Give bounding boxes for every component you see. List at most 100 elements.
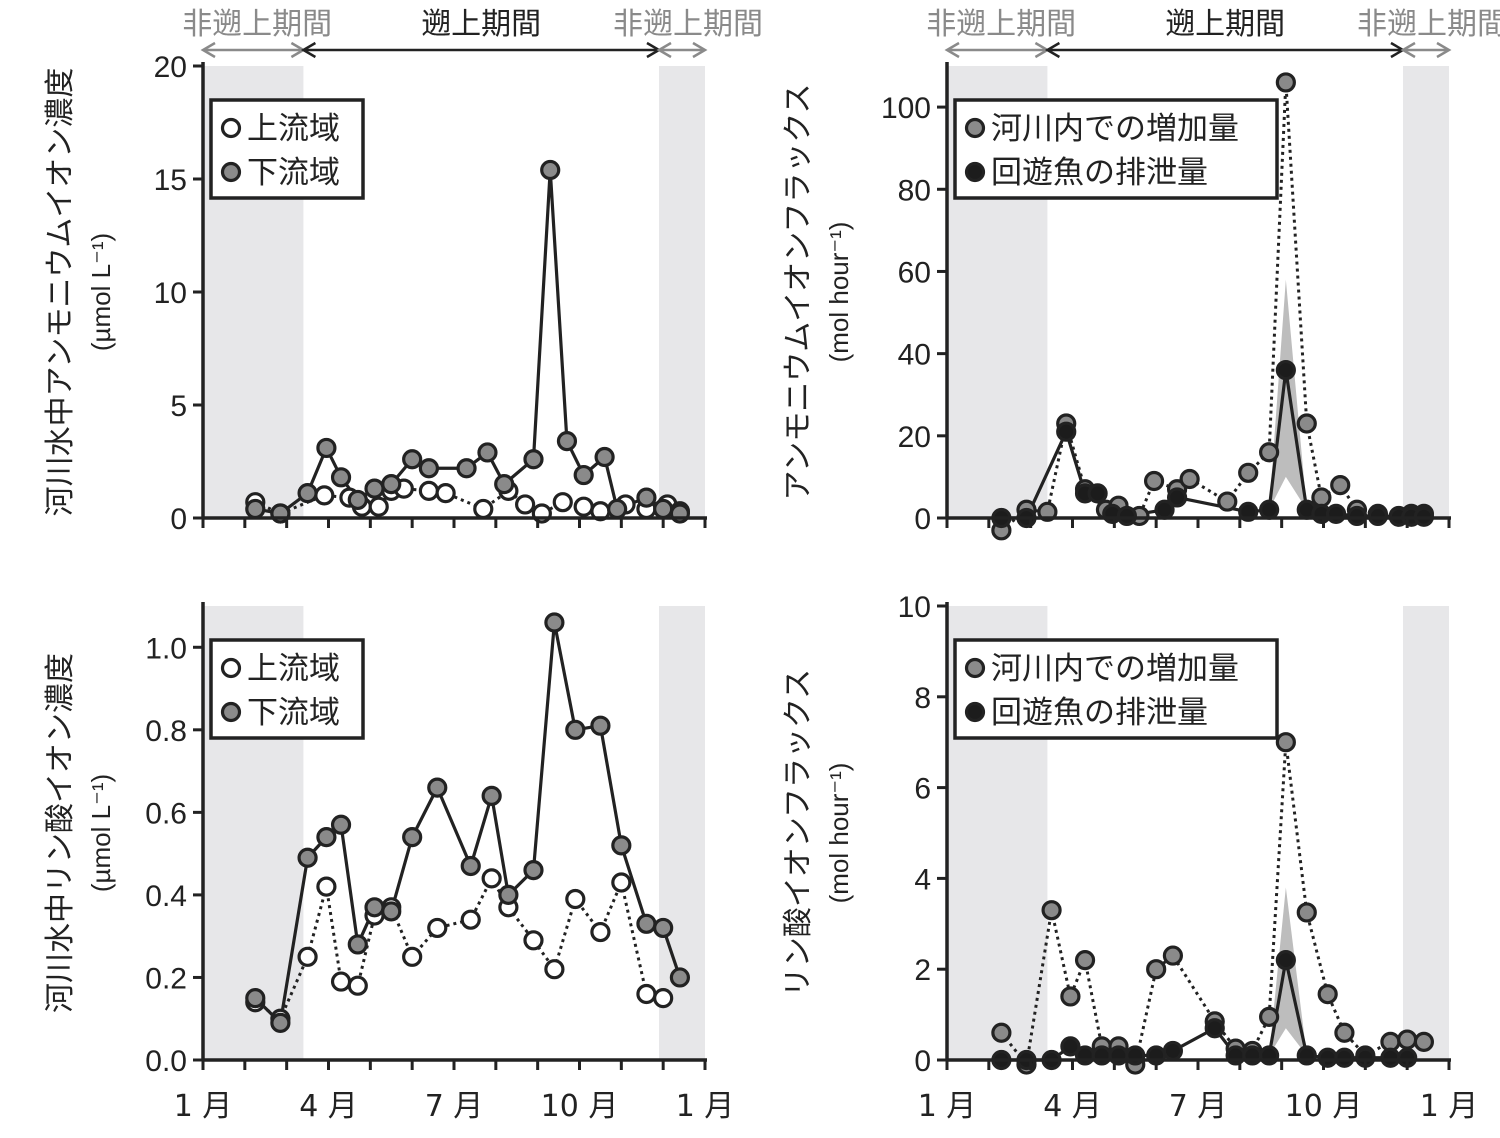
y-tick-label: 20: [154, 51, 187, 84]
data-point: [1296, 902, 1317, 923]
data-point: [1146, 959, 1167, 980]
y-axis-unit: (mol hour⁻¹): [824, 763, 854, 904]
legend-label: 下流域: [247, 695, 340, 731]
data-point: [636, 487, 657, 508]
data-point: [590, 715, 611, 736]
panel-ammonium-flux: 非遡上期間 遡上期間 非遡上期間 0 20 40 60 80 100 アンモニウムイオンフラックス…: [781, 7, 1500, 541]
data-point: [473, 498, 494, 520]
data-point: [481, 868, 502, 889]
data-point: [481, 785, 502, 806]
data-point: [636, 983, 657, 1005]
x-tick-label: 4 月: [299, 1089, 358, 1124]
y-axis-title: アンモニウムイオンフラックス: [781, 84, 816, 501]
data-point: [1334, 1047, 1355, 1068]
data-point: [1334, 1022, 1355, 1043]
data-point: [347, 489, 368, 511]
data-point: [402, 449, 423, 470]
legend-box: [209, 638, 365, 740]
y-axis-title: 河川水中アンモニウムイオン濃度: [43, 68, 78, 517]
legend-box: [953, 638, 1279, 740]
legend-label: 回遊魚の排泄量: [991, 695, 1208, 731]
run-period-label: 遡上期間: [421, 7, 541, 42]
y-tick-label: 0: [914, 503, 931, 536]
data-point: [1330, 475, 1351, 496]
data-point: [1275, 72, 1296, 93]
data-point: [494, 474, 515, 495]
data-point: [1413, 1031, 1435, 1052]
series-line-0: [254, 876, 664, 1021]
non-run-end-arrow-head-left: [656, 41, 672, 59]
data-point: [1259, 1006, 1280, 1027]
data-point: [316, 437, 337, 459]
data-point: [347, 934, 368, 955]
x-tick-label: 10 月: [541, 1089, 619, 1124]
y-tick-label: 10: [898, 591, 931, 624]
data-point: [1397, 1029, 1418, 1050]
data-point: [1204, 1018, 1225, 1039]
data-point: [1296, 413, 1317, 434]
run-period-label: 遡上期間: [1165, 7, 1285, 42]
data-point: [330, 814, 352, 835]
data-point: [1325, 503, 1347, 524]
data-point: [1179, 468, 1200, 490]
data-point: [540, 159, 561, 181]
x-tick-label: 1 月: [918, 1089, 977, 1124]
data-point: [316, 827, 337, 848]
data-point: [523, 449, 544, 470]
x-tick-label: 7 月: [425, 1089, 484, 1124]
data-point: [347, 975, 368, 996]
data-point: [1217, 491, 1238, 512]
data-point: [381, 474, 402, 495]
legend-label: 上流域: [247, 111, 340, 147]
data-point: [1041, 900, 1062, 921]
y-tick-label: 4: [914, 863, 931, 896]
data-point: [653, 987, 674, 1009]
data-point: [565, 719, 586, 740]
non-run-period-label: 非遡上期間: [613, 7, 763, 42]
legend-label: 上流域: [247, 651, 340, 687]
panel-ammonium-concentration: 非遡上期間 遡上期間 非遡上期間 0 5 10 15 20 河川水中アンモニウムイオン濃度 (µm…: [43, 7, 763, 536]
data-point: [991, 1022, 1012, 1043]
data-point: [270, 1012, 291, 1033]
y-tick-label: 0.2: [145, 962, 187, 995]
data-point: [460, 855, 481, 877]
data-point: [368, 496, 389, 517]
data-point: [1311, 487, 1332, 508]
data-point: [515, 494, 536, 515]
data-point: [1259, 499, 1280, 520]
data-point: [330, 467, 352, 488]
y-tick-label: 20: [898, 421, 931, 454]
data-point: [1317, 1047, 1338, 1068]
y-axis-unit: (µmol L⁻¹): [86, 774, 116, 892]
y-tick-label: 60: [898, 256, 931, 289]
x-tick-label: 1 月: [676, 1089, 735, 1124]
non-run-period-label: 非遡上期間: [182, 7, 332, 42]
non-run-end-arrow-head-right: [692, 41, 708, 59]
y-tick-label: 5: [170, 390, 187, 423]
y-tick-label: 2: [914, 954, 931, 987]
x-tick-label: 1 月: [1420, 1089, 1479, 1124]
run-arrow-head-left: [300, 41, 317, 59]
y-tick-label: 10: [154, 277, 187, 310]
legend-marker: [220, 657, 242, 679]
data-point: [364, 478, 385, 499]
data-point: [523, 860, 544, 881]
shaded-period-end: [658, 66, 705, 518]
shaded-period-end: [1402, 66, 1449, 518]
panel-phosphate-flux: 0 2 4 6 8 10 1 月 4 月 7 月 10 月 1 月 リン酸イオンフラックス (mol h…: [781, 591, 1478, 1124]
non-run-period-label: 非遡上期間: [1357, 7, 1500, 42]
legend-box: [209, 98, 365, 200]
y-tick-label: 100: [881, 92, 931, 125]
legend-label: 回遊魚の排泄量: [991, 155, 1208, 191]
run-arrow-head-left: [1044, 41, 1061, 59]
data-point: [1116, 505, 1137, 527]
y-tick-label: 0.0: [145, 1045, 187, 1078]
data-point: [607, 498, 628, 520]
y-axis-title: リン酸イオンフラックス: [781, 669, 816, 997]
data-point: [653, 917, 674, 939]
y-tick-label: 1.0: [145, 632, 187, 665]
panel-phosphate-concentration: 0.0 0.2 0.4 0.6 0.8 1.0 1 月 4 月 7 月 10 月 1 月 河川水中リン…: [43, 602, 734, 1124]
